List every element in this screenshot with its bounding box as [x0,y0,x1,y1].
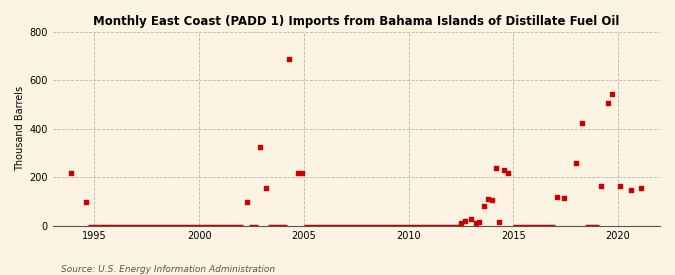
Point [552,195,563,199]
Text: Source: U.S. Energy Information Administration: Source: U.S. Energy Information Administ… [61,265,275,274]
Y-axis label: Thousand Barrels: Thousand Barrels [15,86,25,172]
Point [284,56,294,61]
Point [615,184,626,188]
Point [499,168,510,172]
Point [571,161,582,165]
Title: Monthly East Coast (PADD 1) Imports from Bahama Islands of Distillate Fuel Oil: Monthly East Coast (PADD 1) Imports from… [93,15,620,28]
Point [242,199,252,204]
Point [490,166,501,170]
Point [602,101,613,106]
Point [558,196,569,200]
Point [606,92,617,96]
Point [80,199,91,204]
Point [625,187,636,192]
Point [636,186,647,191]
Point [577,121,588,125]
Point [261,186,271,191]
Point [466,216,477,221]
Point [483,197,493,201]
Point [493,220,504,224]
Point [292,170,303,175]
Point [296,170,307,175]
Point [254,145,265,149]
Point [487,198,498,203]
Point [503,170,514,175]
Point [479,204,489,209]
Point [460,219,470,223]
Point [456,221,466,226]
Point [470,221,481,226]
Point [66,170,77,175]
Point [473,220,484,224]
Point [596,184,607,188]
